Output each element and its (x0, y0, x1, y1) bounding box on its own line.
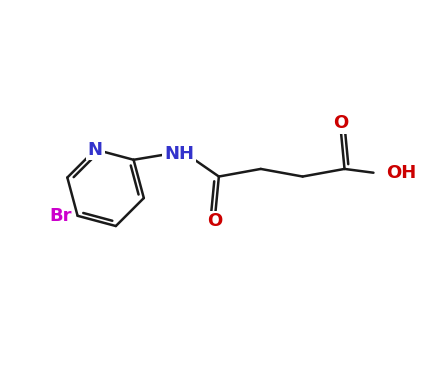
Text: O: O (333, 114, 348, 132)
Text: N: N (88, 141, 103, 158)
Text: Br: Br (49, 207, 71, 225)
Text: OH: OH (386, 164, 416, 182)
Text: O: O (207, 213, 222, 230)
Text: NH: NH (164, 145, 194, 163)
